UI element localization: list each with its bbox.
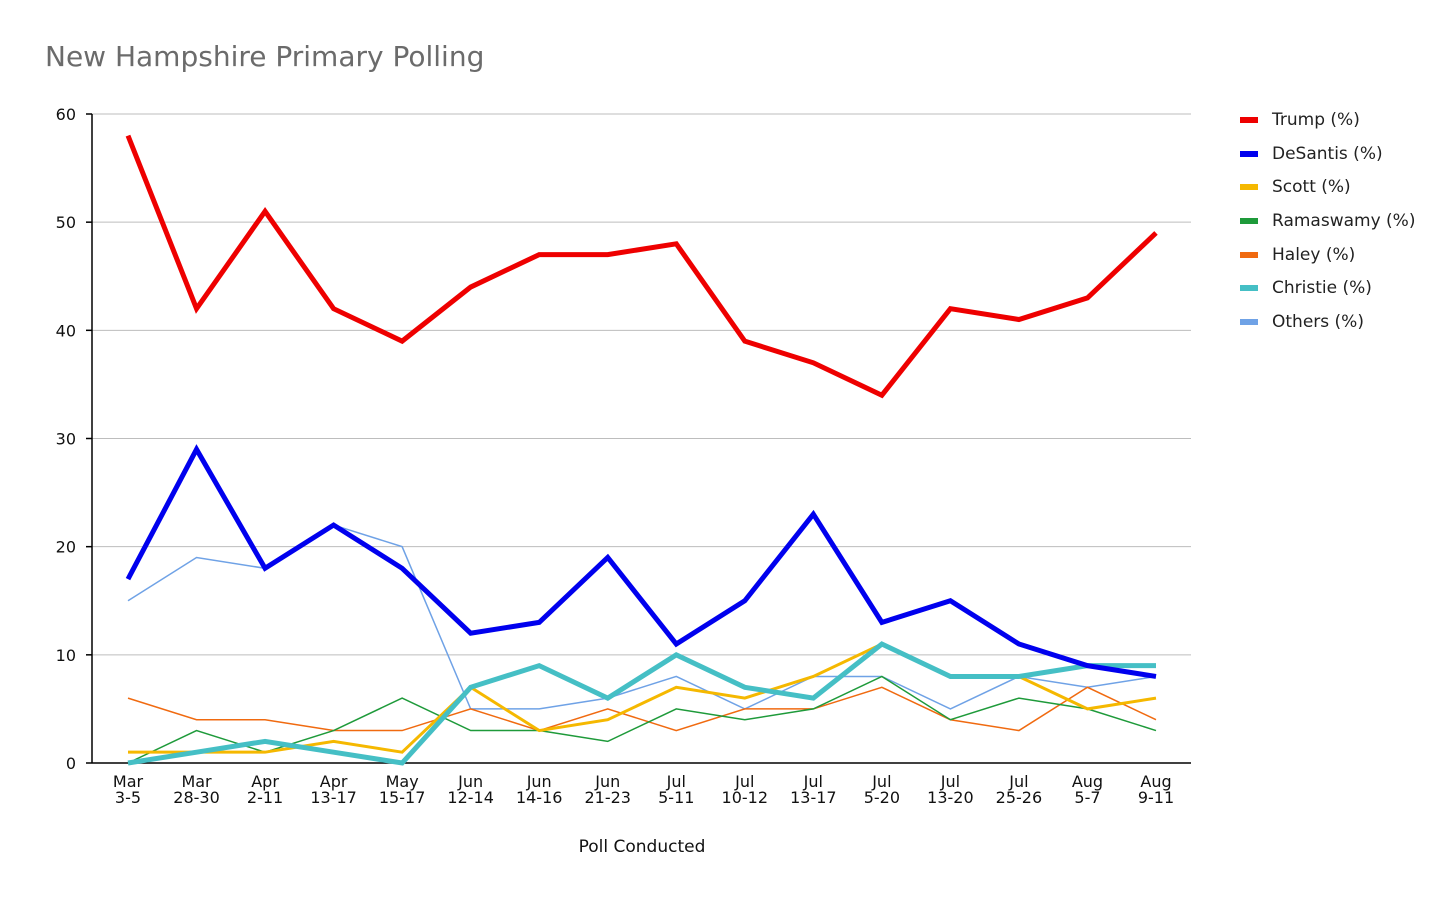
x-tick-label: Jul 10-12 bbox=[722, 772, 769, 807]
x-tick-label-line: Aug bbox=[1140, 772, 1171, 791]
x-tick-label-line: 2-11 bbox=[247, 788, 283, 807]
legend-swatch bbox=[1240, 251, 1258, 258]
x-tick-label-line: Aug bbox=[1072, 772, 1103, 791]
x-tick-label-line: Mar bbox=[113, 772, 144, 791]
x-tick-label-line: 28-30 bbox=[173, 788, 220, 807]
x-tick-label: Mar 3-5 bbox=[113, 772, 144, 807]
series-lines bbox=[125, 134, 1158, 766]
x-tick-label-line: Jun bbox=[526, 772, 552, 791]
x-tick-label-line: Jul bbox=[666, 772, 686, 791]
series-line-desantis bbox=[125, 444, 1157, 679]
x-tick-label-line: 25-26 bbox=[996, 788, 1043, 807]
x-tick-label-line: Mar bbox=[181, 772, 212, 791]
x-tick-label-line: 13-20 bbox=[927, 788, 974, 807]
x-tick-label-line: Apr bbox=[320, 772, 348, 791]
x-tick-label-line: Jul bbox=[734, 772, 754, 791]
x-tick-label-line: 5-7 bbox=[1074, 788, 1100, 807]
x-tick-label: Jul 13-17 bbox=[790, 772, 837, 807]
x-tick-label: Jul 25-26 bbox=[996, 772, 1043, 807]
y-tick-label: 10 bbox=[56, 646, 76, 665]
x-tick-label-line: Apr bbox=[251, 772, 279, 791]
legend-item: DeSantis (%) bbox=[1240, 137, 1415, 171]
series-line-others bbox=[127, 524, 1157, 710]
x-tick-label: Apr 13-17 bbox=[310, 772, 357, 807]
legend-label: Trump (%) bbox=[1272, 109, 1360, 130]
series-line-haley bbox=[127, 686, 1157, 732]
legend-swatch bbox=[1240, 285, 1258, 292]
legend-label: DeSantis (%) bbox=[1272, 143, 1383, 164]
x-tick-label-line: Jul bbox=[803, 772, 823, 791]
y-tick-label: 50 bbox=[56, 213, 76, 232]
legend: Trump (%) DeSantis (%) Scott (%) Ramaswamy … bbox=[1240, 103, 1415, 339]
x-tick-label: Apr 2-11 bbox=[247, 772, 283, 807]
x-tick-label-line: 21-23 bbox=[584, 788, 631, 807]
legend-item: Scott (%) bbox=[1240, 170, 1415, 204]
x-tick-label: May 15-17 bbox=[379, 772, 426, 807]
x-tick-label-line: Jun bbox=[594, 772, 620, 791]
x-tick-label-line: 15-17 bbox=[379, 788, 426, 807]
chart-title: New Hampshire Primary Polling bbox=[45, 40, 485, 73]
series-line-trump bbox=[125, 134, 1158, 399]
y-tick-label: 0 bbox=[66, 754, 76, 773]
x-tick-label: Jun 12-14 bbox=[447, 772, 494, 807]
legend-label: Christie (%) bbox=[1272, 278, 1372, 299]
x-tick-label-line: Jun bbox=[457, 772, 483, 791]
legend-label: Others (%) bbox=[1272, 311, 1364, 332]
legend-item: Christie (%) bbox=[1240, 271, 1415, 305]
x-tick-label-line: 3-5 bbox=[115, 788, 141, 807]
gridlines bbox=[86, 113, 1191, 764]
x-tick-label: Aug 5-7 bbox=[1072, 772, 1103, 807]
y-tick-label: 60 bbox=[56, 105, 76, 124]
legend-swatch bbox=[1240, 116, 1258, 123]
legend-label: Scott (%) bbox=[1272, 177, 1351, 198]
x-tick-label-line: 10-12 bbox=[722, 788, 769, 807]
x-tick-label-line: Jul bbox=[1008, 772, 1028, 791]
x-tick-label-line: 5-11 bbox=[658, 788, 694, 807]
legend-item: Others (%) bbox=[1240, 305, 1415, 339]
x-tick-label: Jun 21-23 bbox=[584, 772, 631, 807]
x-tick-label-line: 14-16 bbox=[516, 788, 563, 807]
y-tick-label: 20 bbox=[56, 538, 76, 557]
legend-label: Ramaswamy (%) bbox=[1272, 210, 1416, 231]
x-tick-label-line: Jul bbox=[871, 772, 891, 791]
legend-swatch bbox=[1240, 318, 1258, 325]
y-tick-label: 40 bbox=[56, 321, 76, 340]
x-tick-label: Jun 14-16 bbox=[516, 772, 563, 807]
legend-swatch bbox=[1240, 150, 1258, 157]
x-tick-label: Jul 5-11 bbox=[658, 772, 694, 807]
legend-item: Trump (%) bbox=[1240, 103, 1415, 137]
x-tick-label: Aug 9-11 bbox=[1138, 772, 1174, 807]
x-tick-label-line: 12-14 bbox=[447, 788, 494, 807]
legend-swatch bbox=[1240, 184, 1258, 191]
legend-item: Haley (%) bbox=[1240, 238, 1415, 272]
x-tick-label-line: 9-11 bbox=[1138, 788, 1174, 807]
legend-swatch bbox=[1240, 217, 1258, 224]
x-axis-label: Poll Conducted bbox=[579, 837, 706, 857]
x-tick-label-line: Jul bbox=[940, 772, 960, 791]
axes bbox=[91, 114, 1191, 764]
x-tick-label-line: 13-17 bbox=[790, 788, 837, 807]
legend-label: Haley (%) bbox=[1272, 244, 1356, 265]
series-line-scott bbox=[128, 642, 1157, 754]
x-tick-label: Jul 5-20 bbox=[864, 772, 900, 807]
x-tick-label-line: 13-17 bbox=[310, 788, 357, 807]
series-line-christie bbox=[127, 641, 1156, 766]
series-line-ramaswamy bbox=[127, 675, 1157, 764]
x-tick-label-line: May bbox=[386, 772, 419, 791]
legend-item: Ramaswamy (%) bbox=[1240, 204, 1415, 238]
y-tick-labels: 0 10 20 30 40 50 60 bbox=[56, 105, 76, 773]
x-tick-label: Mar 28-30 bbox=[173, 772, 220, 807]
x-tick-label: Jul 13-20 bbox=[927, 772, 974, 807]
x-tick-label-line: 5-20 bbox=[864, 788, 900, 807]
y-tick-label: 30 bbox=[56, 430, 76, 449]
